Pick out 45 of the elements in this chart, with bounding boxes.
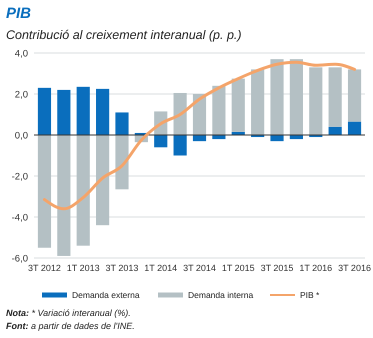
bar bbox=[212, 86, 226, 135]
bar bbox=[115, 112, 129, 135]
y-tick-label: 4,0 bbox=[14, 48, 28, 60]
bar bbox=[38, 88, 52, 135]
legend-label: Demanda interna bbox=[188, 290, 254, 300]
bar bbox=[270, 59, 284, 135]
bar bbox=[328, 126, 342, 135]
bar bbox=[57, 90, 70, 135]
y-tick-label: -2,0 bbox=[12, 171, 28, 182]
x-tick-label: 3T 2013 bbox=[106, 263, 138, 273]
bar bbox=[348, 122, 362, 135]
chart-title: PIB bbox=[6, 5, 32, 22]
bar bbox=[154, 135, 168, 148]
x-tick-label: 3T 2012 bbox=[28, 263, 61, 273]
bar bbox=[96, 88, 110, 135]
y-tick-label: -6,0 bbox=[12, 253, 28, 264]
bar bbox=[115, 135, 129, 190]
bar bbox=[76, 86, 90, 135]
chart-subtitle: Contribució al creixement interanual (p. p.) bbox=[6, 28, 242, 42]
bar bbox=[57, 135, 70, 256]
bar bbox=[290, 59, 303, 135]
x-tick-label: 3T 2016 bbox=[338, 263, 371, 273]
legend-label: PIB * bbox=[300, 290, 320, 300]
bar bbox=[174, 135, 187, 156]
legend-label: Demanda externa bbox=[72, 290, 140, 300]
line-series bbox=[42, 60, 356, 210]
bar bbox=[328, 67, 342, 127]
y-tick-label: 2,0 bbox=[14, 89, 28, 100]
text: Nota: * Variació interanual (%). bbox=[6, 308, 131, 318]
bar bbox=[96, 135, 110, 226]
x-tick-label: 3T 2014 bbox=[183, 263, 216, 273]
bar bbox=[309, 67, 322, 135]
y-tick-label: -4,0 bbox=[12, 212, 28, 224]
bar bbox=[232, 78, 245, 132]
x-tick-label: 1T 2013 bbox=[66, 263, 100, 273]
x-tick-label: 3T 2015 bbox=[260, 263, 294, 273]
bar bbox=[76, 135, 90, 246]
x-tick-label: 1T 2015 bbox=[222, 263, 255, 273]
y-tick-label: 0,0 bbox=[14, 130, 28, 142]
text: Font: a partir de dades de l'INE. bbox=[6, 321, 135, 331]
bar bbox=[38, 135, 52, 248]
x-tick-label: 1T 2016 bbox=[299, 263, 332, 273]
bar bbox=[348, 69, 362, 122]
bar bbox=[251, 69, 264, 135]
x-tick-label: 1T 2014 bbox=[144, 263, 178, 273]
